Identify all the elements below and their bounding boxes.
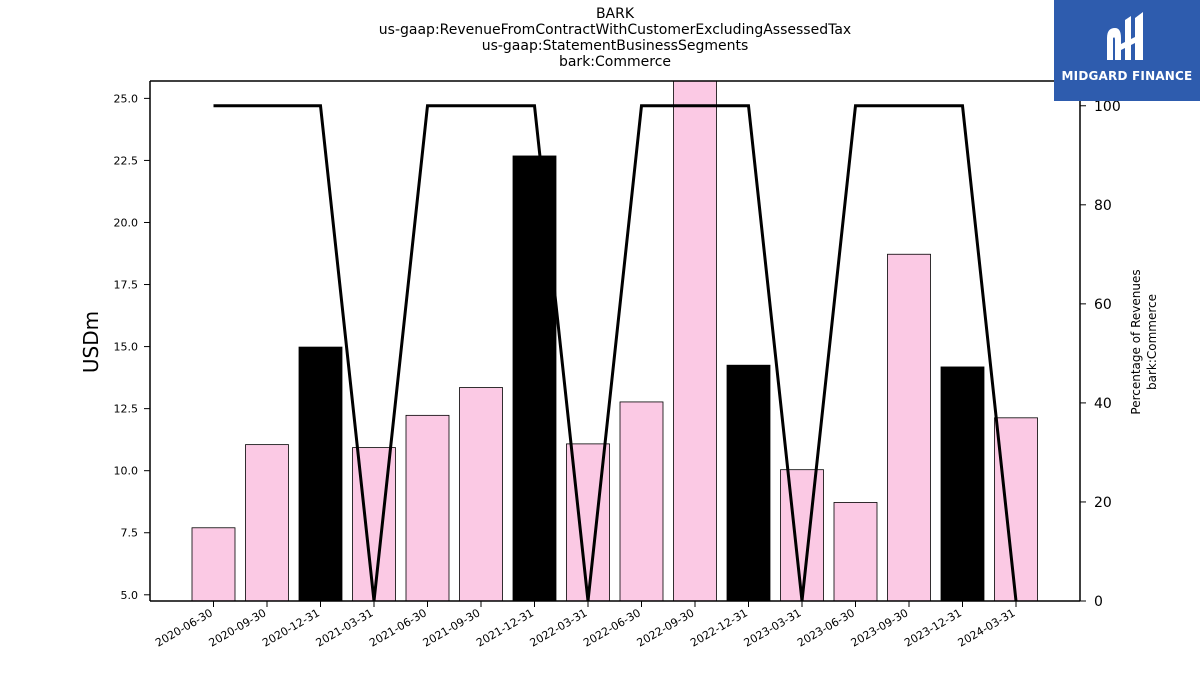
title-line-axis: us-gaap:StatementBusinessSegments xyxy=(481,38,749,54)
secondary-tick-label: 80 xyxy=(1094,198,1112,214)
bar-series xyxy=(191,81,1038,601)
bar-2021-06-30 xyxy=(405,414,450,601)
bar-2022-09-30 xyxy=(673,81,717,601)
x-tick-label: 2023-06-30 xyxy=(795,606,857,649)
chart-title: BARK us-gaap:RevenueFromContractWithCust… xyxy=(150,6,1080,70)
x-tick-label: 2023-12-31 xyxy=(902,606,964,649)
bar-2021-09-30 xyxy=(459,387,503,601)
title-line-member: bark:Commerce xyxy=(558,54,672,70)
x-tick-label: 2020-12-31 xyxy=(260,606,322,649)
y-tick-label: 5.0 xyxy=(121,589,139,602)
bar-2023-12-31 xyxy=(940,366,985,601)
x-tick-label: 2023-09-30 xyxy=(849,606,911,649)
bar-2023-06-30 xyxy=(833,502,878,601)
title-line-ticker: BARK xyxy=(595,6,635,22)
x-tick-label: 2022-09-30 xyxy=(635,606,697,649)
secondary-tick-label: 100 xyxy=(1094,99,1121,115)
y-tick-label: 15.0 xyxy=(114,341,139,354)
percentage-line xyxy=(213,104,1018,602)
bar-2021-12-31 xyxy=(512,155,557,601)
bar-2020-09-30 xyxy=(245,444,289,601)
secondary-tick-label: 20 xyxy=(1094,495,1112,511)
logo-text: MIDGARD FINANCE xyxy=(1061,69,1193,83)
y-tick-label: 20.0 xyxy=(114,216,139,229)
x-tick-label: 2022-12-31 xyxy=(688,606,750,649)
x-tick-label: 2021-09-30 xyxy=(421,606,483,649)
bar-2022-06-30 xyxy=(619,401,664,601)
midgard-logo-icon xyxy=(1107,12,1143,60)
title-line-concept: us-gaap:RevenueFromContractWithCustomerE… xyxy=(378,22,852,38)
bar-2020-12-31 xyxy=(298,346,343,601)
bar-2023-03-31 xyxy=(780,469,824,601)
x-tick-label: 2024-03-31 xyxy=(956,606,1018,649)
midgard-finance-logo: MIDGARD FINANCE xyxy=(1054,0,1200,101)
y-tick-label: 10.0 xyxy=(114,465,139,478)
bar-2024-03-31 xyxy=(994,417,1038,601)
x-tick-label: 2021-06-30 xyxy=(367,606,429,649)
x-tick-label: 2023-03-31 xyxy=(742,606,804,649)
x-tick-label: 2021-03-31 xyxy=(314,606,376,649)
y-axis-label: USDm xyxy=(79,311,103,373)
bar-2023-09-30 xyxy=(887,253,931,601)
y-tick-label: 7.5 xyxy=(121,527,139,540)
y-tick-label: 12.5 xyxy=(114,403,139,416)
secondary-tick-label: 0 xyxy=(1094,594,1103,610)
y-tick-label: 17.5 xyxy=(114,279,139,292)
x-tick-label: 2022-03-31 xyxy=(528,606,590,649)
axis-labels: USDm Percentage of Revenues bark:Commerc… xyxy=(79,269,1159,414)
percentage-line-series xyxy=(213,104,1018,602)
secondary-tick-label: 40 xyxy=(1094,396,1112,412)
x-tick-label: 2020-09-30 xyxy=(207,606,269,649)
x-tick-label: 2022-06-30 xyxy=(581,606,643,649)
secondary-axis-label-line1: Percentage of Revenues xyxy=(1129,269,1143,414)
secondary-tick-label: 60 xyxy=(1094,297,1112,313)
bar-2020-06-30 xyxy=(191,527,236,601)
x-tick-label: 2020-06-30 xyxy=(153,606,215,649)
y-tick-label: 25.0 xyxy=(114,92,139,105)
y-tick-label: 22.5 xyxy=(114,154,139,167)
bar-2022-12-31 xyxy=(726,364,771,601)
secondary-axis-label-line2: bark:Commerce xyxy=(1145,294,1159,390)
x-tick-label: 2021-12-31 xyxy=(474,606,536,649)
